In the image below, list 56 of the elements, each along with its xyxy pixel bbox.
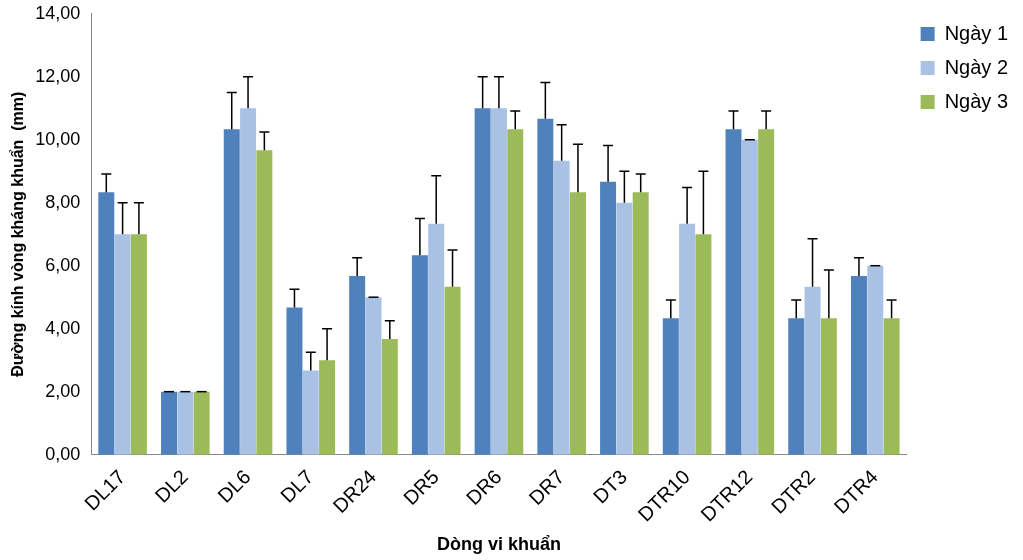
bar	[569, 192, 586, 455]
y-tick-label: 6,00	[45, 254, 81, 275]
y-tick-label: 0,00	[45, 443, 81, 464]
bar	[474, 108, 491, 455]
bar	[758, 129, 775, 455]
bar	[632, 192, 649, 455]
bar	[553, 160, 570, 455]
x-axis-title: Dòng vi khuẩn	[436, 534, 561, 555]
bar	[883, 318, 900, 455]
bar	[679, 223, 696, 455]
bar	[114, 234, 131, 455]
bar	[725, 129, 742, 455]
bar	[381, 339, 398, 455]
bar	[193, 391, 210, 455]
bar	[788, 318, 805, 455]
bar	[240, 108, 257, 455]
bar	[804, 286, 821, 455]
bar	[161, 391, 178, 455]
legend-label: Ngày 2	[944, 55, 1009, 78]
bar	[444, 286, 461, 455]
bar	[507, 129, 524, 455]
bar	[98, 192, 115, 455]
x-tick-label: DT3	[588, 465, 632, 508]
bar	[616, 202, 633, 455]
legend-label: Ngày 3	[944, 89, 1009, 112]
bar	[319, 360, 336, 455]
bar	[695, 234, 712, 455]
y-tick-label: 12,00	[35, 65, 81, 86]
bar	[428, 223, 445, 455]
x-tick-label: DL6	[213, 465, 255, 507]
y-tick-label: 8,00	[45, 191, 81, 212]
bar	[177, 391, 194, 455]
bar	[867, 265, 884, 455]
x-tick-label: DL7	[275, 465, 318, 507]
y-tick-label: 10,00	[35, 128, 81, 149]
y-axis-title: Đường kính vòng kháng khuẩn (mm)	[9, 91, 27, 377]
bar	[662, 318, 679, 455]
bar	[349, 276, 366, 455]
y-tick-label: 4,00	[45, 317, 81, 338]
bar	[365, 297, 382, 455]
bar	[130, 234, 147, 455]
bar	[256, 150, 273, 455]
bar	[411, 255, 428, 455]
bar	[537, 118, 554, 455]
x-tick-label: DL2	[150, 465, 193, 507]
bar	[490, 108, 507, 455]
bar	[302, 370, 319, 455]
y-tick-label: 2,00	[45, 380, 81, 401]
bar	[820, 318, 837, 455]
bar	[223, 129, 240, 455]
bar	[741, 139, 758, 455]
y-tick-label: 14,00	[35, 2, 81, 23]
bar	[286, 307, 303, 455]
legend-label: Ngày 1	[944, 21, 1009, 44]
bar	[600, 181, 617, 455]
bar	[850, 276, 867, 455]
